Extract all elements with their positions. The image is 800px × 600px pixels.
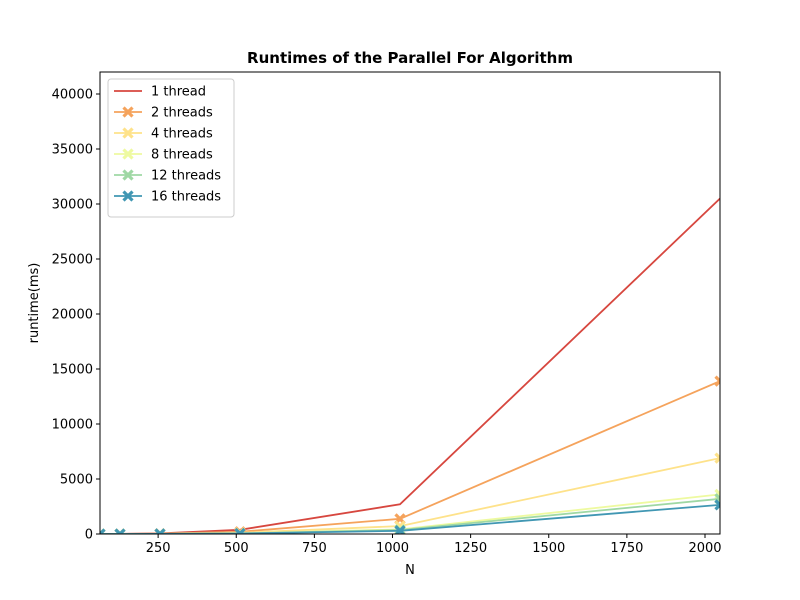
y-tick-label: 40000 [52,88,93,103]
y-axis-title: runtime(ms) [27,263,42,344]
legend-frame [107,78,235,218]
series-line-2 [100,380,720,534]
legend-label: 8 threads [151,148,213,163]
legend-marker-icon [122,169,134,181]
legend-item: 16 threads [114,190,221,205]
x-tick-label: 250 [146,541,171,556]
legend-item: 8 threads [114,148,213,163]
plot-area-frame [99,71,721,535]
legend-marker-icon [122,127,134,139]
y-tick-label: 15000 [52,363,93,378]
x-axis: 250 500 750 1000 1250 1500 1750 2000 [146,534,722,556]
y-tick-label: 5000 [60,473,93,488]
legend-item: 2 threads [114,106,213,121]
series-2-point [714,375,720,387]
chart-title: Runtimes of the Parallel For Algorithm [247,49,573,67]
legend-marker-icon [122,148,134,160]
y-axis: 0 5000 10000 15000 20000 25000 30000 35000 40000 [52,88,100,543]
x-tick-label: 500 [224,541,249,556]
y-tick-label: 10000 [52,418,93,433]
legend-label: 4 threads [151,127,213,142]
legend-item: 4 threads [114,127,213,142]
plot-series-group [100,197,720,534]
series-line-1 [100,197,720,534]
series-3-point [714,452,720,464]
x-axis-title: N [405,563,415,578]
legend-marker-icon [122,106,134,118]
series-6-point [714,499,720,511]
legend-label: 1 thread [151,85,206,100]
legend-item: 12 threads [114,169,221,184]
legend-label: 2 threads [151,106,213,121]
legend: 1 thread 2 threads 4 threads 8 threads 12 th… [107,78,235,218]
x-tick-label: 1250 [454,541,487,556]
legend-label: 12 threads [151,169,221,184]
series-line-6 [100,503,720,534]
y-tick-label: 20000 [52,308,93,323]
y-tick-label: 25000 [52,253,93,268]
x-tick-label: 1750 [610,541,643,556]
x-tick-label: 1000 [376,541,409,556]
y-tick-label: 0 [85,528,93,543]
x-tick-label: 750 [302,541,327,556]
x-tick-label: 2000 [688,541,721,556]
series-line-3 [100,457,720,534]
legend-marker-icon [122,190,134,202]
x-tick-label: 1500 [532,541,565,556]
y-tick-label: 35000 [52,143,93,158]
legend-item: 1 thread [114,85,206,100]
legend-label: 16 threads [151,190,221,205]
series-6-point [100,528,106,534]
y-tick-label: 30000 [52,198,93,213]
